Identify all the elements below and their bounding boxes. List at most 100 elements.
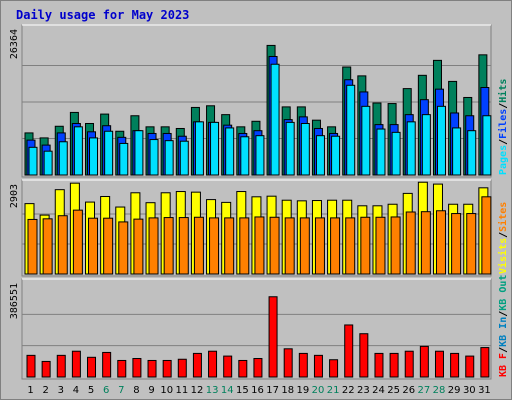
kbf-bar: [177, 358, 187, 378]
legend-middle: Visits/Sites: [497, 202, 509, 274]
sites-bar: [193, 216, 204, 275]
pages-bar: [255, 135, 265, 176]
day-label: 3: [58, 385, 64, 396]
day-label: 29: [448, 385, 461, 396]
sites-bar: [224, 217, 235, 275]
ymax-label: 26364: [9, 29, 20, 59]
pages-bar: [149, 139, 159, 176]
sites-bar: [163, 217, 174, 275]
day-label: 24: [372, 385, 385, 396]
sites-bar: [42, 218, 53, 275]
kbf-bar: [419, 345, 429, 378]
day-label: 1: [27, 385, 33, 396]
pages-bar: [194, 121, 204, 176]
pages-bar: [346, 84, 356, 176]
pages-bar: [164, 140, 174, 176]
sites-bar: [133, 218, 144, 275]
pages-bar: [58, 141, 68, 176]
pages-bar: [376, 128, 386, 176]
pages-bar: [73, 126, 83, 176]
pages-bar: [89, 137, 99, 176]
sites-bar: [420, 211, 431, 275]
day-label: 28: [433, 385, 446, 396]
sites-bar: [88, 217, 99, 275]
pages-bar: [179, 140, 189, 176]
sites-bar: [360, 216, 371, 275]
day-label: 23: [357, 385, 370, 396]
day-label: 18: [281, 385, 294, 396]
sites-bar: [254, 216, 265, 275]
sites-bar: [209, 217, 220, 275]
kbf-bar: [374, 352, 384, 378]
ymax-label: 2903: [9, 184, 20, 208]
pages-bar: [104, 130, 114, 176]
sites-bar: [239, 217, 250, 275]
day-label: 22: [342, 385, 355, 396]
kbf-bar: [298, 352, 308, 378]
kbf-bar: [26, 354, 36, 378]
pages-bar: [315, 135, 325, 176]
day-label: 16: [251, 385, 264, 396]
day-label: 12: [191, 385, 204, 396]
day-label: 26: [402, 385, 415, 396]
pages-bar: [270, 63, 280, 176]
pages-bar: [240, 136, 250, 176]
kbf-bar: [359, 333, 369, 378]
day-label: 7: [118, 385, 124, 396]
chart-title: Daily usage for May 2023: [16, 8, 189, 22]
legend-entry: Files: [497, 109, 509, 139]
pages-bar: [406, 121, 416, 176]
day-label: 14: [221, 385, 234, 396]
sites-bar: [178, 217, 189, 275]
kbf-bar: [71, 350, 81, 378]
day-label: 27: [418, 385, 431, 396]
sites-bar: [57, 215, 68, 275]
legend-entry: KB F: [498, 353, 509, 377]
legend-top: Pages/Files/Hits: [497, 79, 509, 175]
sites-bar: [466, 213, 477, 275]
pages-bar: [467, 130, 477, 176]
pages-bar: [28, 146, 38, 176]
legend-entry: Hits: [497, 79, 509, 103]
legend-entry: Pages: [498, 145, 509, 175]
pages-bar: [482, 115, 492, 176]
pages-bar: [43, 150, 53, 176]
kbf-bar: [465, 355, 475, 378]
day-label: 31: [478, 385, 491, 396]
day-label: 8: [133, 385, 139, 396]
sites-bar: [269, 216, 280, 275]
sites-bar: [405, 211, 416, 275]
sites-bar: [314, 217, 325, 275]
kbf-bar: [404, 350, 414, 378]
legend-entry: Visits: [497, 238, 509, 274]
day-label: 17: [266, 385, 279, 396]
legend-entry: KB In: [498, 317, 509, 347]
day-label: 15: [236, 385, 249, 396]
kbf-bar: [434, 350, 444, 378]
pages-bar: [210, 121, 220, 176]
pages-bar: [119, 142, 129, 176]
sites-bar: [148, 217, 159, 275]
kbf-bar: [223, 355, 233, 378]
legend-entry: /: [498, 347, 509, 353]
legend-entry: KB Out: [498, 275, 509, 311]
legend-entry: /: [498, 103, 509, 109]
panel-visits-sites: 2903 Visits/Sites: [9, 179, 509, 277]
day-label: 11: [175, 385, 188, 396]
sites-bar: [27, 218, 38, 275]
sites-bar: [118, 221, 129, 275]
day-label: 25: [387, 385, 400, 396]
kbf-bar: [162, 359, 172, 378]
kbf-bar: [56, 354, 66, 378]
chart-panels: 26364Pages/Files/Hits2903Visits/Sites386…: [9, 24, 509, 380]
pages-bar: [134, 130, 144, 176]
kbf-bar: [192, 352, 202, 378]
day-label: 4: [73, 385, 79, 396]
kbf-bar: [87, 356, 97, 378]
sites-bar: [103, 217, 114, 275]
day-label: 21: [327, 385, 340, 396]
kbf-bar: [147, 359, 157, 378]
